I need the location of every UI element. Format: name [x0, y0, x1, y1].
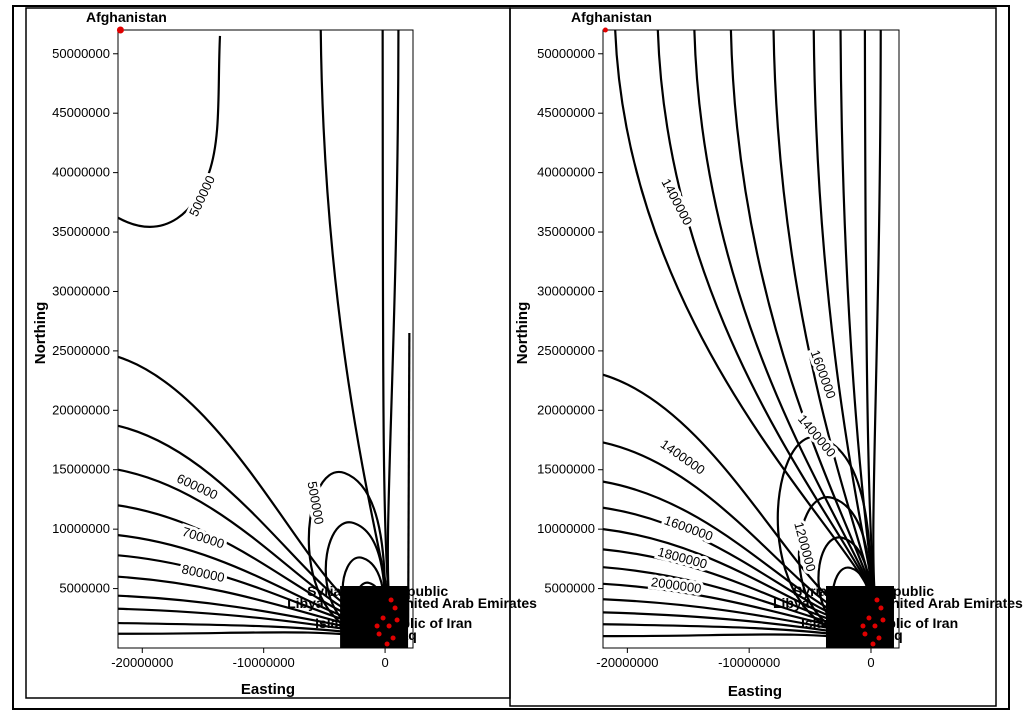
country-label: Afghanistan	[571, 9, 652, 25]
country-label: Islamic Republic of Iran	[801, 615, 958, 631]
contour-line	[797, 496, 873, 640]
x-tick-label: 0	[867, 655, 874, 670]
contour-line	[776, 435, 873, 640]
country-point	[392, 605, 398, 611]
contour-value-label: 1600000	[662, 512, 715, 543]
country-point	[384, 641, 390, 647]
country-point	[394, 617, 400, 623]
plot-area	[117, 29, 414, 649]
country-point	[874, 597, 880, 603]
y-tick-label: 5000000	[59, 581, 110, 596]
plot-area	[602, 29, 900, 649]
y-tick-label: 5000000	[544, 581, 595, 596]
chart-panel-1: 500000 600000 700000 800000 500000 5000000 100…	[32, 9, 537, 698]
y-tick-label: 50000000	[537, 46, 595, 61]
y-axis-label: Northing	[514, 302, 531, 364]
x-tick-label: 0	[381, 655, 388, 670]
chart-panel-2: 1400000160000014000001400000160000018000…	[514, 9, 1023, 700]
contour-line	[602, 633, 864, 642]
y-tick-label: 25000000	[537, 343, 595, 358]
y-tick-label: 15000000	[52, 462, 110, 477]
x-tick-label: -20000000	[111, 655, 173, 670]
dense-contour-cluster	[825, 586, 894, 648]
country-point	[880, 617, 886, 623]
y-tick-label: 15000000	[537, 462, 595, 477]
y-tick-label: 45000000	[537, 105, 595, 120]
y-tick-label: 40000000	[52, 165, 110, 180]
contour-value-label: 500000	[305, 480, 327, 525]
x-axis-label: Easting	[241, 681, 295, 698]
contour-line	[117, 631, 378, 640]
dense-contour-cluster	[340, 586, 409, 648]
country-point	[878, 605, 884, 611]
country-point	[860, 623, 866, 629]
contour-lines	[602, 29, 882, 642]
y-tick-label: 10000000	[537, 521, 595, 536]
country-point	[876, 635, 882, 641]
contour-line	[407, 333, 411, 625]
country-point	[866, 615, 872, 621]
country-point	[870, 641, 876, 647]
country-point	[388, 597, 394, 603]
y-tick-label: 30000000	[537, 283, 595, 298]
country-point	[862, 631, 868, 637]
country-point	[602, 27, 608, 33]
contour-value-label: 600000	[175, 471, 221, 503]
y-tick-label: 20000000	[537, 402, 595, 417]
country-label: Syrian Arab Republic	[793, 583, 934, 599]
country-label: Iraq	[391, 627, 417, 643]
contour-line	[729, 29, 878, 609]
y-tick-label: 20000000	[52, 402, 110, 417]
outer-frame	[12, 5, 1010, 710]
country-label: Syrian Arab Republic	[307, 583, 448, 599]
country-point	[386, 623, 392, 629]
country-point	[376, 631, 382, 637]
contour-value-label: 1200000	[791, 520, 819, 573]
country-point	[380, 615, 386, 621]
right-panel-frame	[509, 7, 997, 707]
y-tick-label: 35000000	[52, 224, 110, 239]
contour-line	[117, 504, 378, 626]
y-tick-label: 25000000	[52, 343, 110, 358]
country-label: United Arab Emirates	[395, 595, 537, 611]
contour-line	[693, 29, 878, 609]
country-point	[872, 623, 878, 629]
country-point	[374, 623, 380, 629]
y-tick-label: 40000000	[537, 165, 595, 180]
contour-value-label: 1400000	[659, 176, 696, 228]
contour-line	[386, 29, 400, 609]
country-label: Libya	[773, 595, 810, 611]
y-tick-label: 50000000	[52, 46, 110, 61]
contour-line	[872, 29, 882, 609]
country-label: Islamic Republic of Iran	[315, 615, 472, 631]
contour-lines	[117, 29, 411, 640]
contour-value-label: 800000	[180, 561, 226, 585]
contour-line	[307, 470, 387, 640]
x-tick-label: -20000000	[596, 655, 658, 670]
contour-value-label: 700000	[180, 524, 226, 552]
contour-line	[117, 35, 222, 228]
x-tick-label: -10000000	[233, 655, 295, 670]
contour-line	[319, 29, 392, 609]
y-tick-label: 10000000	[52, 521, 110, 536]
country-point	[390, 635, 396, 641]
country-label: Libya	[287, 595, 324, 611]
contour-value-label: 2000000	[650, 574, 702, 596]
y-tick-label: 45000000	[52, 105, 110, 120]
country-label: Afghanistan	[86, 9, 167, 25]
contour-line	[117, 355, 378, 620]
contour-value-label: 500000	[186, 173, 218, 219]
x-tick-label: -10000000	[718, 655, 780, 670]
y-tick-label: 30000000	[52, 283, 110, 298]
country-point	[116, 26, 124, 34]
y-axis-label: Northing	[32, 302, 49, 364]
country-label: Iraq	[877, 627, 903, 643]
y-tick-label: 35000000	[537, 224, 595, 239]
country-label: United Arab Emirates	[881, 595, 1023, 611]
contour-line	[656, 29, 878, 609]
x-axis-label: Easting	[728, 683, 782, 700]
